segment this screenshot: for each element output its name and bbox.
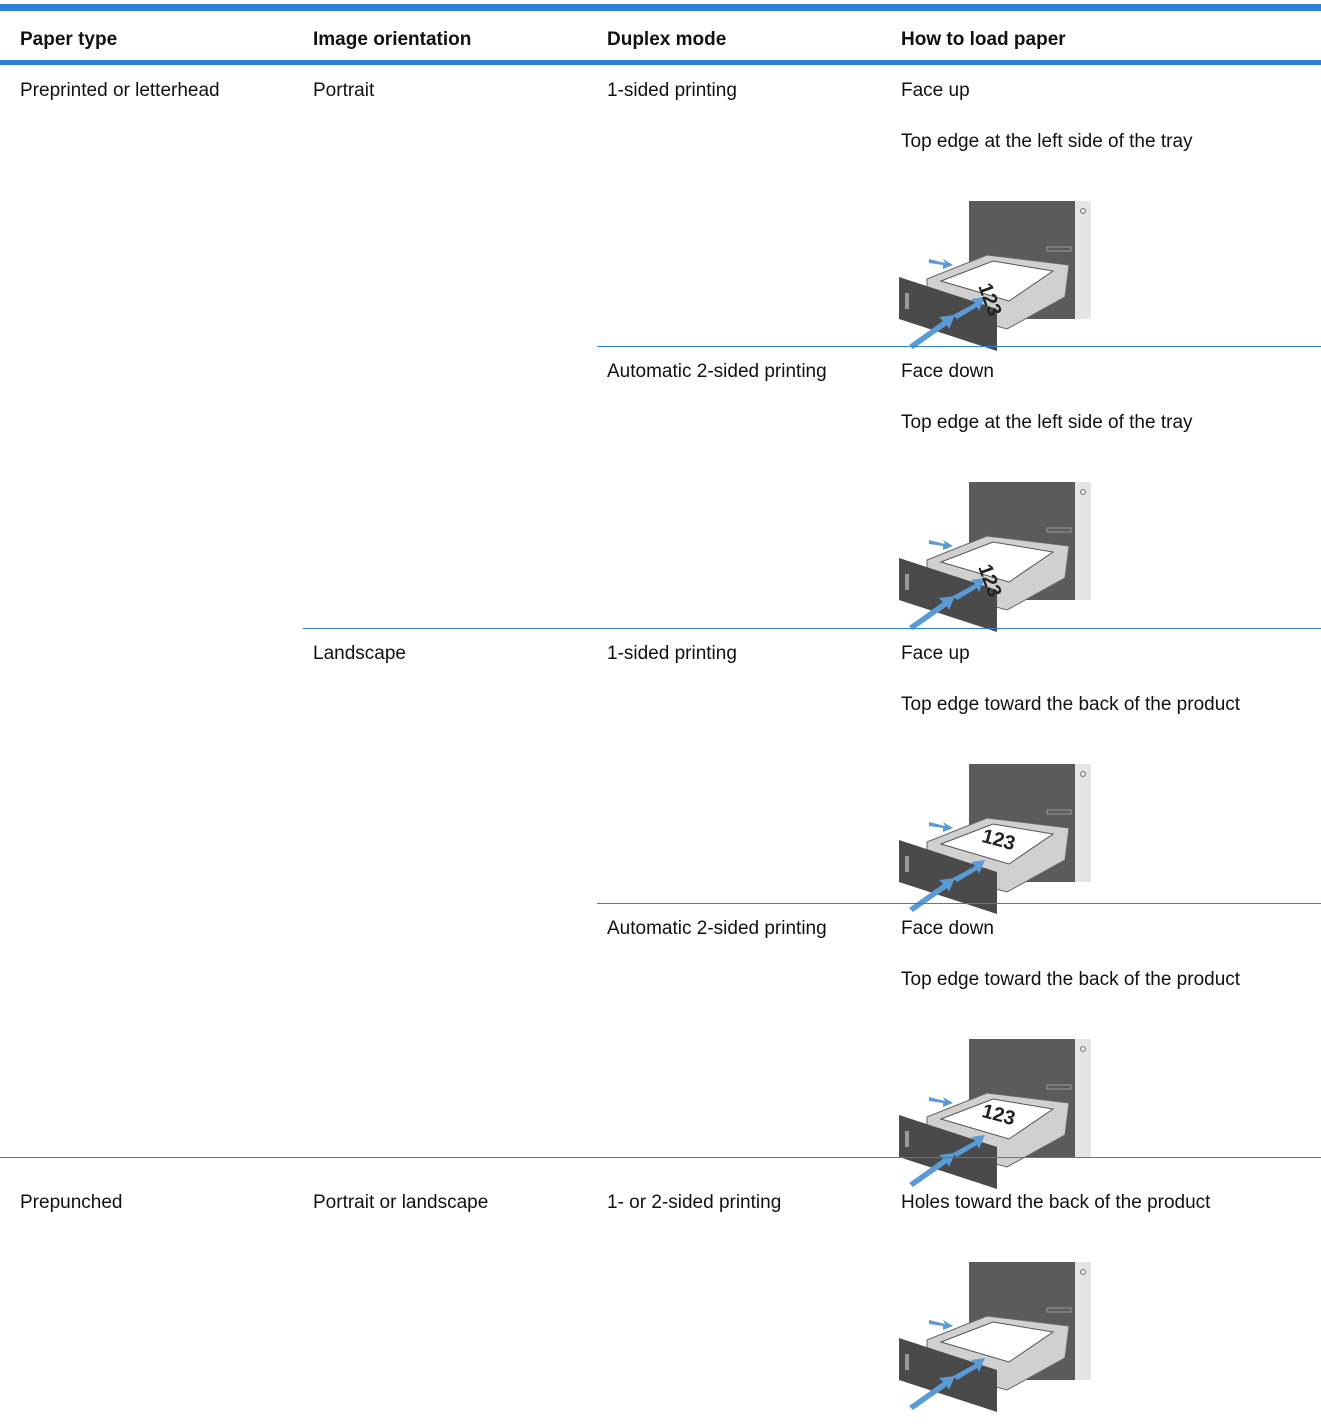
tray-illustration: 123: [899, 482, 1091, 632]
arrow: [909, 1376, 955, 1410]
handle: [905, 856, 909, 872]
load-instruction: Holes toward the back of the product: [901, 1192, 1211, 1213]
arrow: [929, 822, 953, 832]
tray-illustration: 123: [899, 1039, 1091, 1189]
row-rule: [0, 1157, 1321, 1158]
row-rule: [597, 346, 1321, 347]
slot: [1046, 1307, 1072, 1313]
arrow: [953, 860, 985, 882]
arrow: [929, 1097, 953, 1107]
handle: [905, 1131, 909, 1147]
button: [1080, 1046, 1086, 1052]
paper-type: Preprinted or letterhead: [20, 80, 220, 101]
handle: [905, 293, 909, 309]
load-instruction: Face down: [901, 918, 994, 939]
paper-type: Prepunched: [20, 1192, 123, 1213]
orientation: Landscape: [313, 643, 406, 664]
load-instruction: Top edge at the left side of the tray: [901, 131, 1193, 152]
arrow: [953, 1135, 985, 1157]
header-cell: How to load paper: [901, 29, 1066, 50]
orientation: Portrait or landscape: [313, 1192, 489, 1213]
paper: [939, 1098, 1055, 1140]
paper: [939, 823, 1055, 865]
row-rule: [303, 628, 1321, 629]
handle: [905, 574, 909, 590]
button: [1080, 1269, 1086, 1275]
load-instruction: Top edge toward the back of the product: [901, 969, 1241, 990]
printer-side: [1075, 201, 1091, 319]
duplex-mode: Automatic 2-sided printing: [607, 918, 827, 939]
paper: [939, 1321, 1055, 1363]
arrow: [909, 596, 955, 630]
arrow: [929, 540, 953, 550]
button: [1080, 771, 1086, 777]
arrow: [909, 1153, 955, 1187]
printer-side: [1075, 1262, 1091, 1380]
button: [1080, 489, 1086, 495]
arrow: [953, 297, 985, 319]
paper: [939, 541, 1055, 583]
load-instruction: Top edge at the left side of the tray: [901, 412, 1193, 433]
load-instruction: Face up: [901, 80, 970, 101]
slot: [1046, 246, 1072, 252]
tray-front: [899, 1115, 997, 1189]
duplex-mode: 1-sided printing: [607, 643, 737, 664]
paper: [939, 260, 1055, 302]
header-cell: Image orientation: [313, 29, 472, 50]
orientation: Portrait: [313, 80, 375, 101]
arrow: [953, 578, 985, 600]
row-rule: [597, 903, 1321, 904]
tray-illustration: [899, 1262, 1091, 1412]
load-instruction: Face down: [901, 361, 994, 382]
slot: [1046, 527, 1072, 533]
slot: [1046, 1084, 1072, 1090]
arrow: [929, 1320, 953, 1330]
header-cell: Paper type: [20, 29, 118, 50]
arrow: [953, 1358, 985, 1380]
tray-front: [899, 558, 997, 632]
header-cell: Duplex mode: [607, 29, 727, 50]
button: [1080, 208, 1086, 214]
top-rule: [0, 4, 1321, 11]
tray-front: [899, 277, 997, 351]
load-instruction: Top edge toward the back of the product: [901, 694, 1241, 715]
printer-side: [1075, 1039, 1091, 1157]
duplex-mode: 1- or 2-sided printing: [607, 1192, 782, 1213]
arrow: [929, 259, 953, 269]
load-instruction: Face up: [901, 643, 970, 664]
duplex-mode: Automatic 2-sided printing: [607, 361, 827, 382]
slot: [1046, 809, 1072, 815]
arrow: [909, 315, 955, 349]
tray-illustration: 123: [899, 201, 1091, 351]
tray-front: [899, 1338, 997, 1412]
header-rule: [0, 60, 1321, 65]
tray-illustration: 123: [899, 764, 1091, 914]
printer-side: [1075, 482, 1091, 600]
printer-side: [1075, 764, 1091, 882]
tray-front: [899, 840, 997, 914]
duplex-mode: 1-sided printing: [607, 80, 737, 101]
handle: [905, 1354, 909, 1370]
